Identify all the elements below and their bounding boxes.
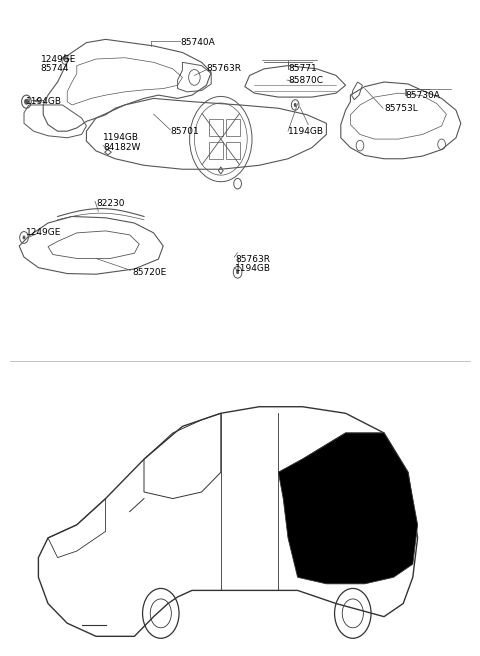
Polygon shape bbox=[278, 433, 418, 584]
Text: 84182W: 84182W bbox=[103, 143, 141, 152]
Text: 1194GB: 1194GB bbox=[288, 127, 324, 136]
Text: 85763R: 85763R bbox=[235, 255, 270, 264]
Text: 1194GB: 1194GB bbox=[103, 133, 139, 142]
Text: 85753L: 85753L bbox=[384, 104, 418, 113]
Text: 82230: 82230 bbox=[96, 199, 124, 208]
Circle shape bbox=[236, 270, 239, 274]
Text: 85763R: 85763R bbox=[206, 64, 241, 73]
Text: 85740A: 85740A bbox=[180, 38, 215, 47]
Text: 1194GB: 1194GB bbox=[26, 97, 62, 106]
Bar bbox=[209, 119, 223, 136]
Circle shape bbox=[294, 103, 297, 107]
Bar bbox=[226, 142, 240, 159]
Text: 85744: 85744 bbox=[41, 64, 69, 73]
Text: 1249GE: 1249GE bbox=[26, 228, 62, 237]
Text: 85870C: 85870C bbox=[288, 75, 323, 85]
Bar bbox=[209, 142, 223, 159]
Bar bbox=[226, 119, 240, 136]
Circle shape bbox=[24, 99, 28, 104]
Text: 1249GE: 1249GE bbox=[41, 54, 76, 64]
Circle shape bbox=[23, 236, 25, 239]
Text: 1194GB: 1194GB bbox=[235, 264, 271, 274]
Text: 85701: 85701 bbox=[170, 127, 199, 136]
Text: 85720E: 85720E bbox=[132, 268, 166, 277]
Text: 85730A: 85730A bbox=[406, 91, 441, 100]
Text: 85771: 85771 bbox=[288, 64, 317, 73]
